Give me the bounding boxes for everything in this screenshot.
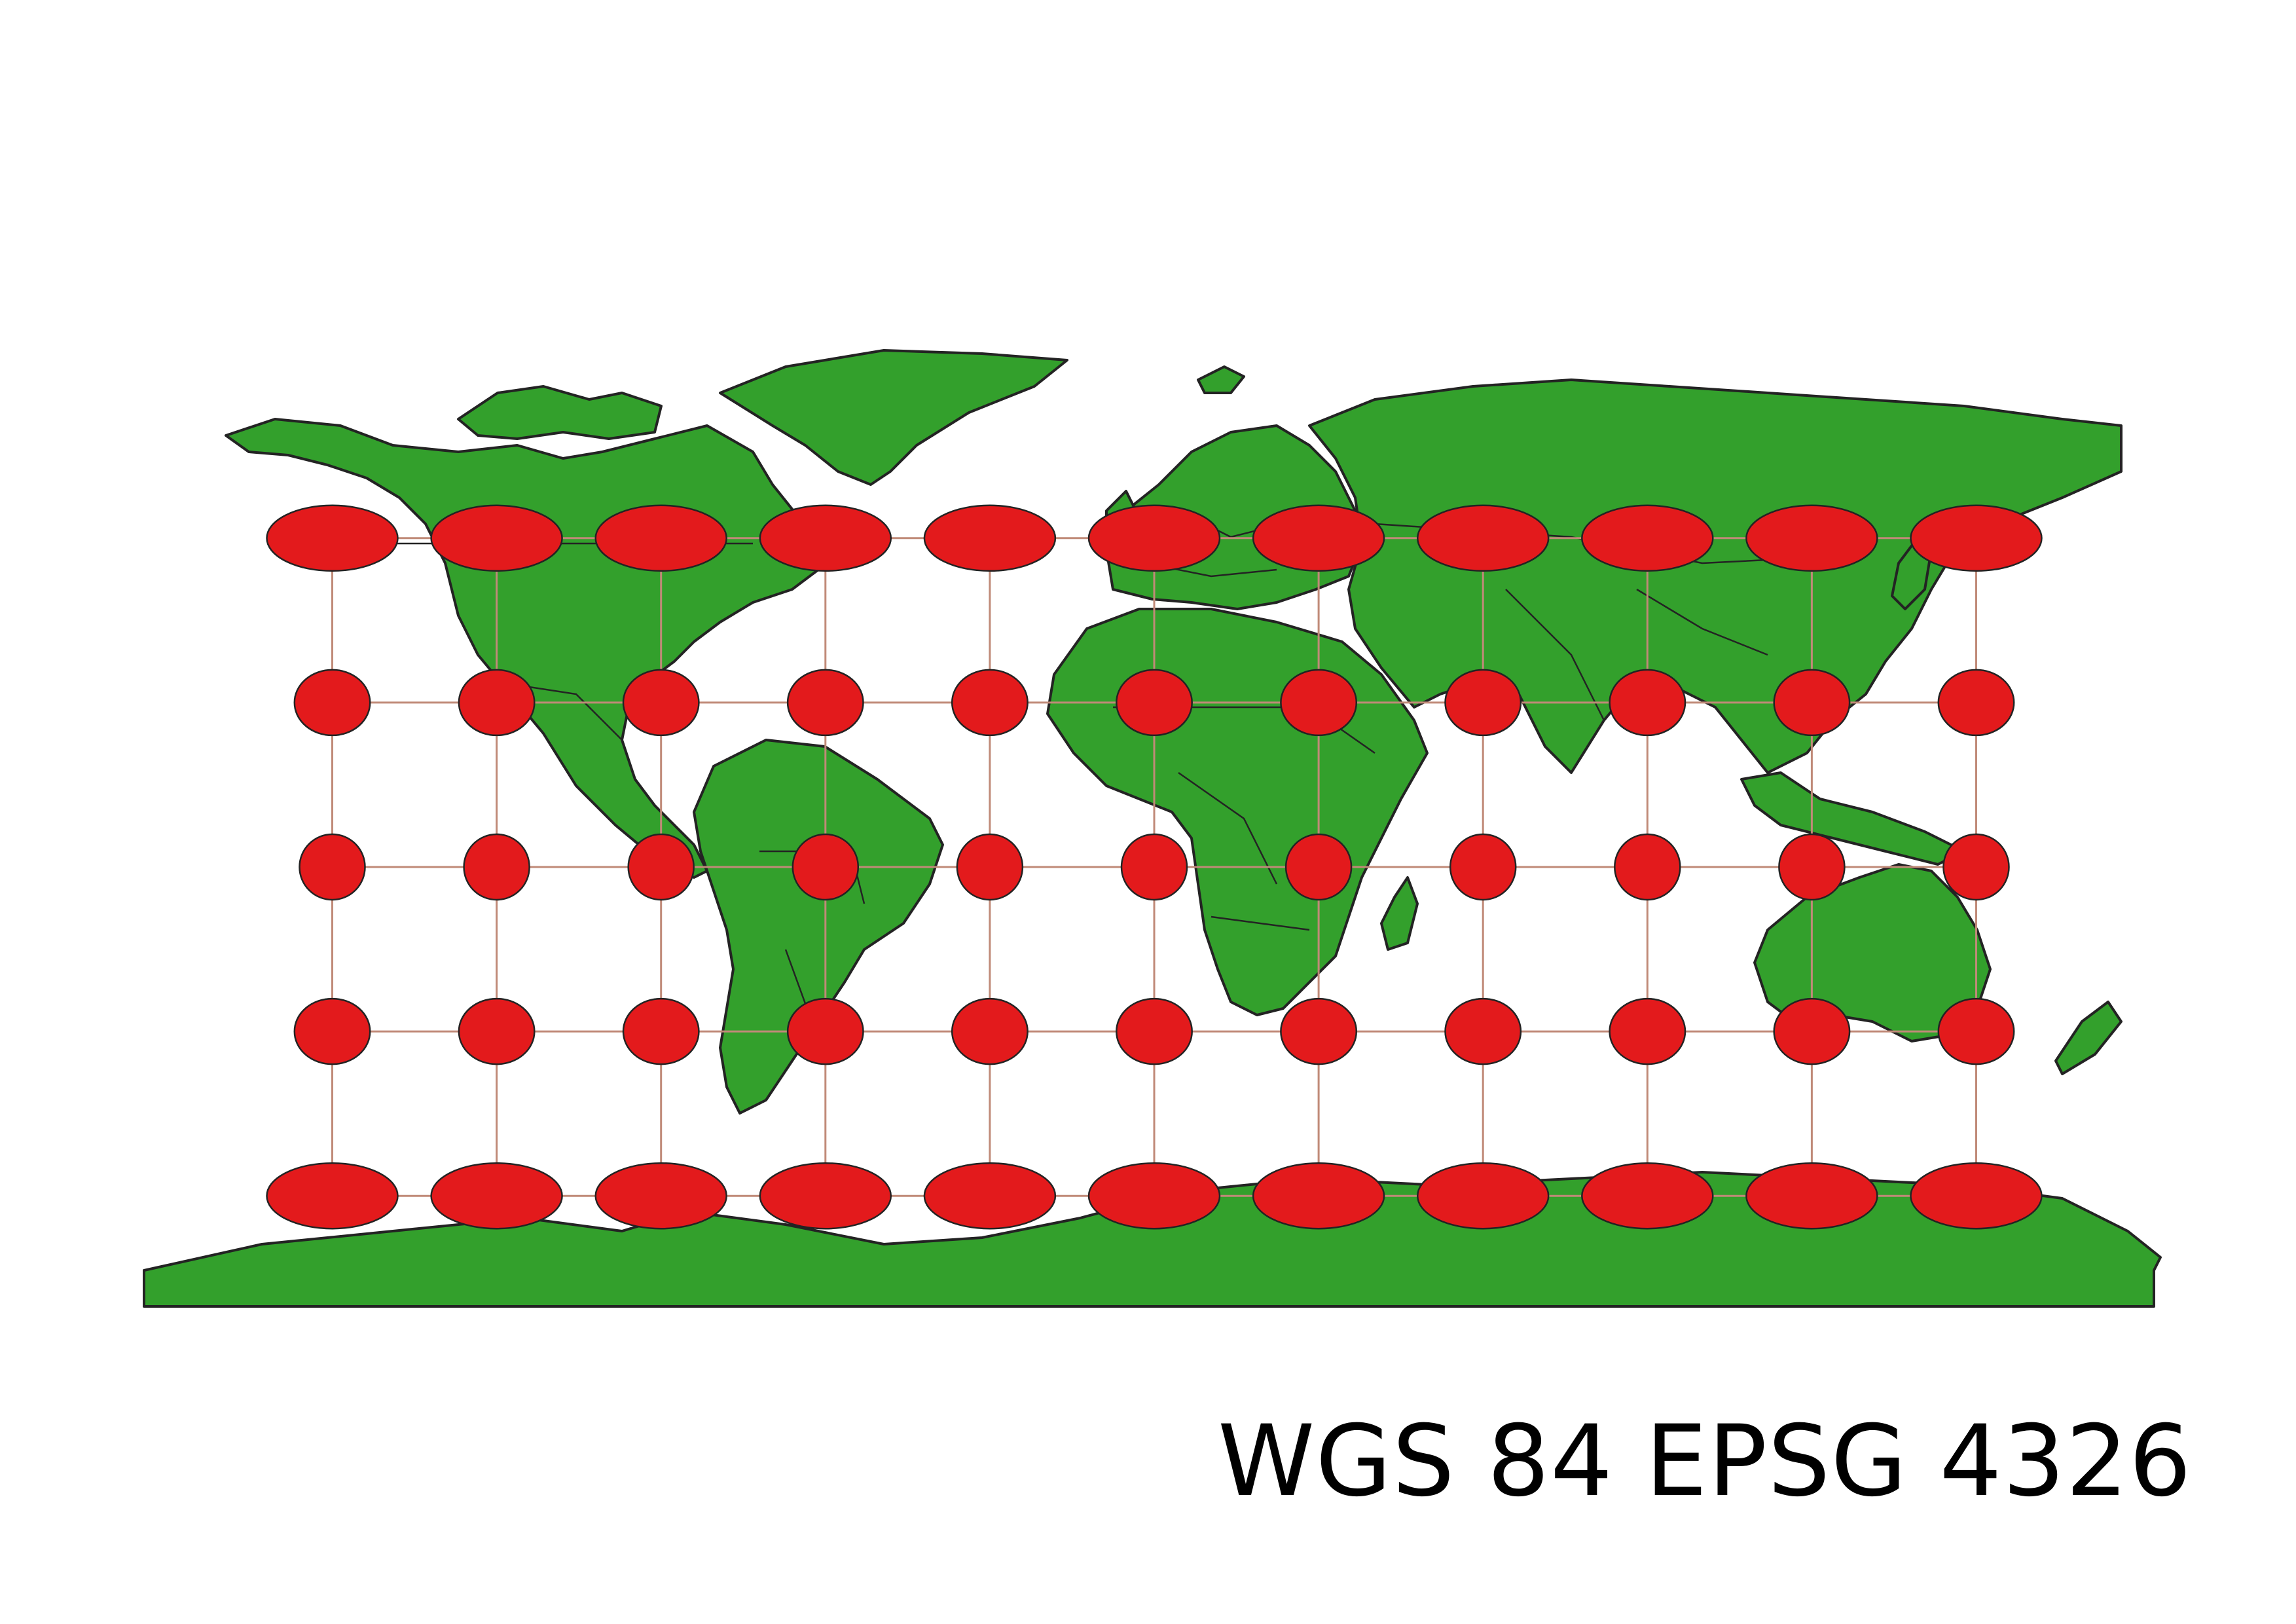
- tissot-ellipse: [1773, 997, 1851, 1065]
- tissot-ellipse: [1116, 997, 1193, 1065]
- tissot-ellipse: [951, 669, 1029, 737]
- tissot-ellipse: [1416, 1162, 1550, 1230]
- tissot-ellipse: [1937, 997, 2015, 1065]
- tissot-ellipse: [458, 669, 536, 737]
- new-zealand: [2054, 1001, 2123, 1075]
- tissot-indicatrices: [266, 504, 2043, 1230]
- tissot-ellipse: [1745, 504, 1878, 572]
- tissot-ellipse: [1280, 997, 1358, 1065]
- south-america: [693, 739, 944, 1115]
- tissot-ellipse: [792, 833, 860, 901]
- tissot-ellipse: [786, 669, 864, 737]
- tissot-ellipse: [1116, 669, 1193, 737]
- map-title: WGS 84 EPSG 4326: [1218, 1405, 2193, 1519]
- tissot-ellipse: [1937, 669, 2015, 737]
- tissot-ellipse: [293, 997, 371, 1065]
- asia: [1308, 378, 2123, 774]
- tissot-ellipse: [1609, 669, 1686, 737]
- tissot-ellipse: [1910, 504, 2043, 572]
- tissot-ellipse: [1942, 833, 2010, 901]
- tissot-ellipse: [1609, 997, 1686, 1065]
- tissot-ellipse: [1285, 833, 1353, 901]
- tissot-ellipse: [1581, 504, 1714, 572]
- tissot-ellipse: [786, 997, 864, 1065]
- tissot-ellipse: [1252, 1162, 1385, 1230]
- tissot-ellipse: [293, 669, 371, 737]
- tissot-ellipse: [1416, 504, 1550, 572]
- greenland: [719, 349, 1068, 486]
- tissot-ellipse: [594, 504, 727, 572]
- tissot-ellipse: [622, 669, 700, 737]
- tissot-ellipse: [1449, 833, 1517, 901]
- tissot-ellipse: [622, 997, 700, 1065]
- africa: [1046, 608, 1429, 1016]
- tissot-ellipse: [299, 833, 366, 901]
- madagascar: [1380, 876, 1419, 951]
- tissot-ellipse: [759, 504, 892, 572]
- tissot-ellipse: [1581, 1162, 1714, 1230]
- tissot-ellipse: [1773, 669, 1851, 737]
- tissot-ellipse: [1087, 1162, 1221, 1230]
- tissot-ellipse: [1120, 833, 1188, 901]
- tissot-ellipse: [266, 504, 399, 572]
- tissot-ellipse: [266, 1162, 399, 1230]
- tissot-ellipse: [759, 1162, 892, 1230]
- tissot-ellipse: [1778, 833, 1846, 901]
- tissot-ellipse: [1910, 1162, 2043, 1230]
- tissot-ellipse: [1745, 1162, 1878, 1230]
- tissot-ellipse: [1280, 669, 1358, 737]
- tissot-ellipse: [956, 833, 1024, 901]
- tissot-ellipse: [430, 504, 563, 572]
- tissot-ellipse: [1444, 669, 1522, 737]
- tissot-ellipse: [463, 833, 530, 901]
- arctic-islands: [457, 385, 663, 440]
- tissot-ellipse: [1444, 997, 1522, 1065]
- tissot-ellipse: [594, 1162, 727, 1230]
- tissot-ellipse: [923, 1162, 1057, 1230]
- tissot-ellipse: [430, 1162, 563, 1230]
- tissot-ellipse: [1252, 504, 1385, 572]
- tissot-ellipse: [458, 997, 536, 1065]
- southeast-asia-islands: [1740, 771, 1965, 866]
- tissot-ellipse: [951, 997, 1029, 1065]
- tissot-ellipse: [627, 833, 695, 901]
- svalbard: [1197, 365, 1245, 394]
- tissot-ellipse: [1614, 833, 1681, 901]
- tissot-ellipse: [923, 504, 1057, 572]
- tissot-ellipse: [1087, 504, 1221, 572]
